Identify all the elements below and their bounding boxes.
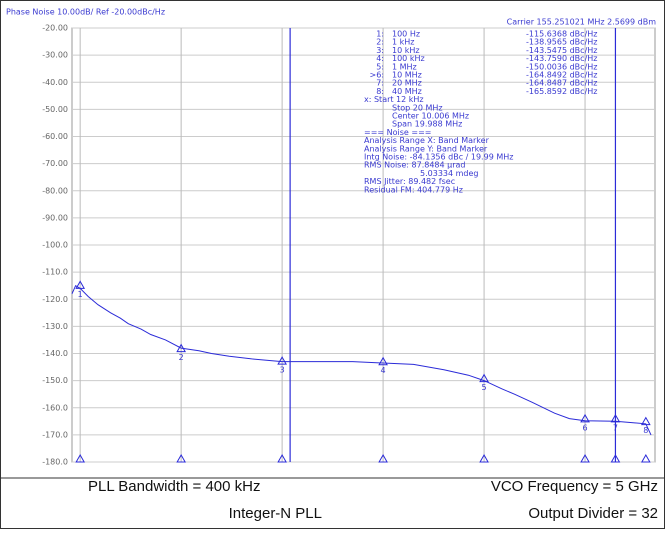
marker <box>610 413 621 423</box>
info-line: Intg Noise: -84.1356 dBc / 19.99 MHz <box>364 153 513 162</box>
caption: Integer-N PLL <box>229 505 322 522</box>
marker <box>580 413 590 423</box>
marker-label: 1: <box>376 30 384 39</box>
marker-freq: 20 MHz <box>392 79 422 88</box>
marker-freq: 40 MHz <box>392 87 422 96</box>
marker-freq: 1 kHz <box>392 38 414 47</box>
marker-freq: 100 Hz <box>392 30 420 39</box>
y-tick-label: -140.0 <box>42 349 68 358</box>
info-line: Analysis Range X: Band Marker <box>364 136 490 145</box>
y-tick-label: -120.0 <box>42 295 68 304</box>
marker-number: 3 <box>280 366 285 375</box>
y-tick-label: -60.00 <box>42 132 68 141</box>
y-tick-label: -20.00 <box>42 24 68 33</box>
info-line: Center 10.006 MHz <box>392 112 469 121</box>
y-tick-label: -180.0 <box>42 458 68 467</box>
caption: VCO Frequency = 5 GHz <box>491 478 658 495</box>
y-tick-label: -130.0 <box>42 322 68 331</box>
y-tick-label: -90.00 <box>42 213 68 222</box>
y-tick-label: -150.0 <box>42 376 68 385</box>
y-tick-label: -110.0 <box>42 268 68 277</box>
marker-number: 6 <box>582 423 587 432</box>
header-right: Carrier 155.251021 MHz 2.5699 dBm <box>507 18 657 27</box>
marker-label: 3: <box>376 46 384 55</box>
marker-value: -143.7590 dBc/Hz <box>526 54 597 63</box>
marker-value: -115.6368 dBc/Hz <box>526 30 597 39</box>
info-line: 5.03334 mdeg <box>420 169 479 178</box>
marker <box>378 356 388 366</box>
marker <box>176 343 187 353</box>
y-tick-label: -50.00 <box>42 105 68 114</box>
marker-number: 8 <box>643 426 648 435</box>
caption: Output Divider = 32 <box>528 505 658 522</box>
marker-value: -150.0036 dBc/Hz <box>526 62 597 71</box>
y-tick-label: -160.0 <box>42 403 68 412</box>
marker-number: 7 <box>613 423 618 432</box>
axis-marker <box>75 453 86 463</box>
y-tick-label: -40.00 <box>42 78 68 87</box>
marker <box>75 280 86 289</box>
marker-value: -165.8592 dBc/Hz <box>526 87 597 96</box>
marker-label: 5: <box>376 62 384 71</box>
marker-number: 4 <box>381 366 386 375</box>
marker-value: -164.8492 dBc/Hz <box>526 71 597 80</box>
marker-label: >6: <box>370 71 385 80</box>
axis-marker <box>277 453 287 463</box>
marker-label: 4: <box>376 54 384 63</box>
marker-freq: 100 kHz <box>392 54 425 63</box>
trace <box>71 284 652 436</box>
y-tick-label: -170.0 <box>42 430 68 439</box>
info-line: Span 19.988 MHz <box>392 120 462 129</box>
caption: PLL Bandwidth = 400 kHz <box>88 478 260 495</box>
marker-freq: 10 MHz <box>392 71 422 80</box>
y-tick-label: -100.0 <box>42 241 68 250</box>
marker-value: -138.9565 dBc/Hz <box>526 38 597 47</box>
marker <box>640 416 651 426</box>
header-left: Phase Noise 10.00dB/ Ref -20.00dBc/Hz <box>6 8 165 17</box>
axis-marker <box>610 453 621 463</box>
info-line: Residual FM: 404.779 Hz <box>364 185 463 194</box>
axis-marker <box>378 453 388 463</box>
marker-freq: 10 kHz <box>392 46 420 55</box>
info-line: Stop 20 MHz <box>392 103 443 112</box>
marker <box>479 373 489 383</box>
axis-marker <box>479 453 489 463</box>
axis-marker <box>580 453 590 463</box>
marker-freq: 1 MHz <box>392 62 417 71</box>
y-tick-label: -80.00 <box>42 186 68 195</box>
marker-value: -164.8487 dBc/Hz <box>526 79 597 88</box>
marker-number: 2 <box>179 353 184 362</box>
info-line: x: Start 12 kHz <box>364 95 424 104</box>
info-line: RMS Jitter: 89.482 fsec <box>364 177 455 186</box>
marker-label: 8: <box>376 87 384 96</box>
y-tick-label: -30.00 <box>42 51 68 60</box>
axis-marker <box>176 453 187 463</box>
marker-label: 2: <box>376 38 384 47</box>
info-line: Analysis Range Y: Band Marker <box>364 144 488 153</box>
y-tick-label: -70.00 <box>42 159 68 168</box>
axis-marker <box>640 453 651 463</box>
info-line: RMS Noise: 87.8484 µrad <box>364 161 466 170</box>
marker-number: 1 <box>78 290 83 299</box>
marker-value: -143.5475 dBc/Hz <box>526 46 597 55</box>
marker <box>277 356 287 365</box>
marker-number: 5 <box>482 383 487 392</box>
marker-label: 7: <box>376 79 384 88</box>
info-line: === Noise === <box>364 128 432 137</box>
